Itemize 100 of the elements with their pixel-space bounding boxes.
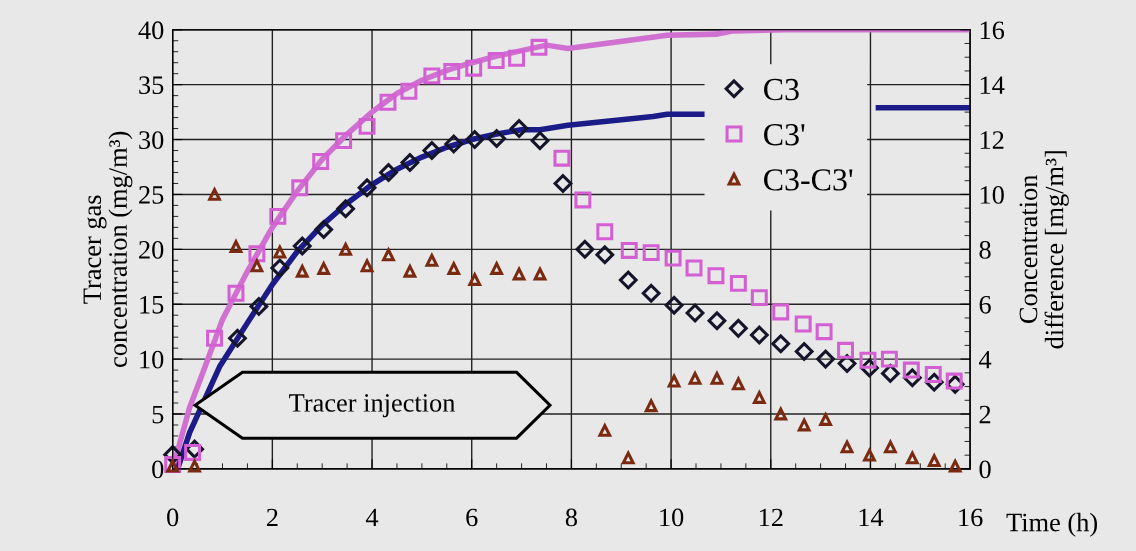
point [533,267,547,281]
point [490,262,504,275]
x-tick-label: 12 [759,508,783,527]
point [188,459,201,473]
point [227,284,245,302]
point [685,259,703,277]
point [425,253,439,267]
point [859,351,877,369]
point [382,248,395,262]
point [206,329,224,347]
point [228,328,247,348]
point [229,240,243,253]
x-tick-label: 8 [565,508,577,527]
point [707,267,725,285]
y2-tick-label: 10 [980,186,1004,204]
annotation: Tracer injection [289,394,456,418]
x-tick-label: 10 [660,508,684,527]
point [796,416,812,432]
point [688,371,702,385]
point [465,59,483,77]
point [574,191,592,209]
y-tick-label: 0 [152,460,164,479]
point [357,178,377,198]
x-tick-label: 2 [266,508,278,527]
y2-tick-label: 16 [980,21,1005,40]
point [837,341,855,359]
point [511,265,527,281]
point [595,245,615,265]
point [710,371,724,385]
point [664,249,682,267]
point [618,270,638,290]
point [707,311,727,331]
y-axis-title: Tracer gas concentration (mg/m³) [83,131,133,367]
point [270,258,290,278]
point [312,153,330,170]
point [530,131,550,151]
point [468,273,482,286]
point [642,244,660,262]
y-tick-label: 40 [138,21,164,40]
point [750,289,768,307]
point [880,350,898,368]
legend-label: C3-C3' [764,169,853,191]
point [927,454,941,468]
y-tick-label: 10 [140,350,164,369]
x-tick-label: 6 [466,508,478,527]
point [644,399,658,413]
point [863,448,876,462]
point [815,323,833,341]
y2-tick-label: 6 [979,295,991,314]
y-tick-label: 20 [139,240,164,259]
point [771,334,791,354]
point [620,241,638,259]
point [509,119,529,138]
point [641,283,661,303]
y2-tick-label: 12 [980,131,1004,149]
point [752,391,766,404]
point [728,318,748,338]
y-tick-label: 25 [139,186,164,204]
y2-tick-label: 0 [979,460,991,479]
point [272,243,287,259]
point [530,38,548,56]
y2-axis-title: Concentration difference [mg/m³] [1019,151,1069,349]
point [487,129,507,148]
point [400,153,420,172]
point [291,179,309,197]
y-tick-label: 5 [152,405,164,424]
point [596,223,614,241]
point [905,449,920,465]
point [379,163,398,182]
point [423,67,441,85]
point [575,239,595,259]
point [379,93,397,111]
point [292,236,312,256]
y-tick-label: 35 [139,76,164,95]
point [443,63,461,80]
point [924,366,942,383]
y2-tick-label: 14 [980,76,1005,94]
point [508,49,526,67]
y-tick-label: 30 [139,131,164,149]
point [794,342,814,361]
x-axis-title: Time (h) [1006,512,1097,537]
point [553,149,571,167]
point [664,295,684,315]
point [685,303,705,323]
point [816,349,835,369]
point [902,361,920,379]
point [400,82,418,100]
point [598,424,612,437]
x-tick-label: 16 [959,508,983,527]
point [336,199,356,219]
point [794,315,812,333]
x-tick-label: 14 [859,508,884,527]
y2-tick-label: 8 [979,240,991,259]
point [731,377,745,391]
point [883,438,898,454]
point [269,207,287,225]
point [465,130,485,149]
point [317,262,331,275]
point [749,325,769,345]
point [772,303,790,321]
